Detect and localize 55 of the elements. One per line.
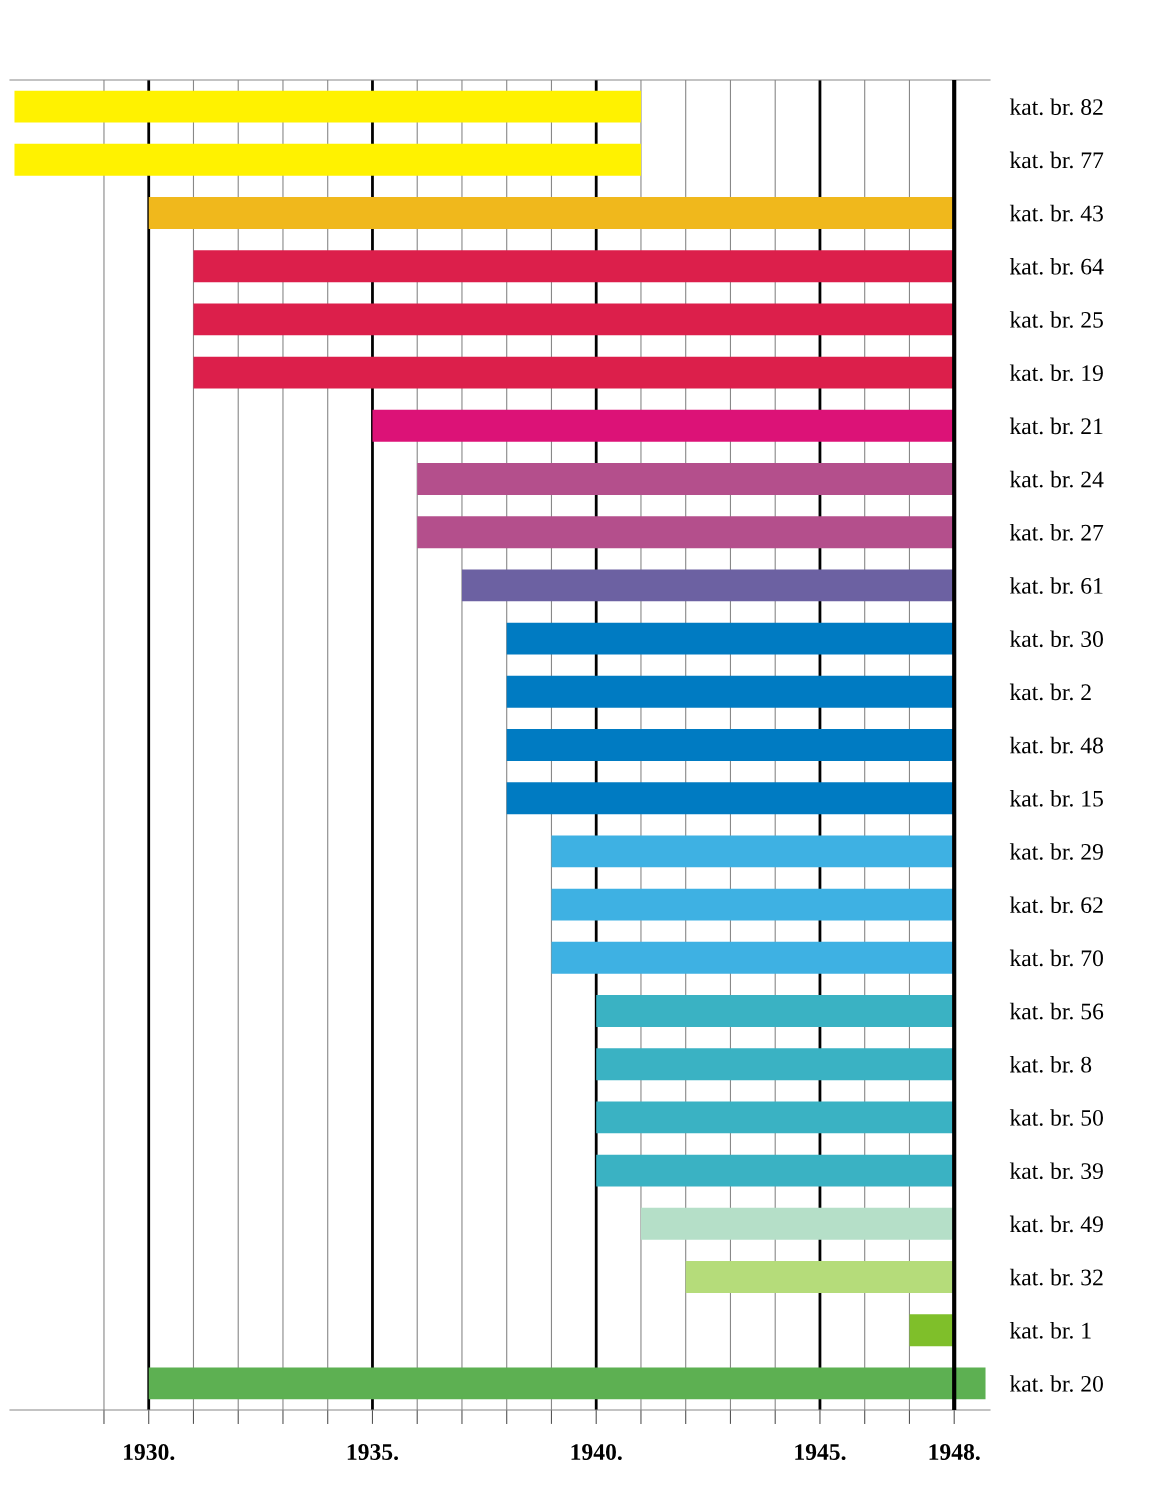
y-tick-label: kat. br. 29 bbox=[1009, 843, 1103, 860]
y-tick-label: kat. br. 8 bbox=[1009, 1056, 1092, 1073]
bar bbox=[417, 516, 955, 549]
y-tick-label: kat. br. 50 bbox=[1009, 1109, 1103, 1126]
bar bbox=[193, 303, 955, 336]
y-tick-label: kat. br. 19 bbox=[1009, 364, 1103, 382]
bar bbox=[506, 622, 955, 655]
bar bbox=[193, 356, 955, 389]
y-tick-label: kat. br. 1 bbox=[1009, 1322, 1091, 1339]
y-tick-label: kat. br. 61 bbox=[1009, 577, 1103, 594]
bar bbox=[506, 675, 955, 708]
x-tick-label: 1945. bbox=[795, 1444, 846, 1461]
bar bbox=[551, 888, 955, 921]
y-tick-label: kat. br. 25 bbox=[1009, 311, 1103, 328]
y-tick-label: kat. br. 27 bbox=[1009, 524, 1104, 541]
y-tick-label: kat. br. 77 bbox=[1009, 151, 1104, 169]
y-tick-label: kat. br. 56 bbox=[1009, 1002, 1104, 1020]
bar bbox=[506, 782, 955, 815]
bar bbox=[640, 1207, 955, 1240]
bar bbox=[596, 1048, 955, 1081]
y-tick-label: kat. br. 15 bbox=[1009, 790, 1103, 807]
bar bbox=[909, 1314, 955, 1347]
y-tick-label: kat. br. 24 bbox=[1009, 470, 1104, 488]
bar bbox=[551, 941, 955, 974]
x-tick-label: 1948. bbox=[929, 1444, 980, 1461]
bar bbox=[148, 1367, 986, 1400]
x-tick-label: 1935. bbox=[347, 1444, 398, 1461]
y-tick-label: kat. br. 43 bbox=[1009, 204, 1103, 222]
y-tick-label: kat. br. 48 bbox=[1009, 736, 1103, 754]
x-tick-label: 1940. bbox=[571, 1444, 622, 1461]
bar bbox=[417, 463, 955, 495]
bar bbox=[506, 729, 955, 761]
bar bbox=[461, 569, 955, 602]
bar bbox=[596, 995, 955, 1027]
bar bbox=[14, 143, 641, 176]
bar bbox=[685, 1261, 955, 1293]
bar bbox=[193, 250, 955, 283]
bar bbox=[14, 90, 641, 123]
bar bbox=[372, 409, 955, 442]
y-tick-label: kat. br. 49 bbox=[1009, 1215, 1103, 1233]
y-tick-label: kat. br. 20 bbox=[1009, 1375, 1103, 1392]
y-tick-label: kat. br. 62 bbox=[1009, 896, 1103, 914]
y-tick-label: kat. br. 2 bbox=[1009, 683, 1091, 701]
bar bbox=[596, 1154, 955, 1187]
bar bbox=[551, 835, 955, 868]
bar bbox=[148, 197, 955, 229]
y-tick-label: kat. br. 21 bbox=[1009, 417, 1103, 435]
y-tick-label: kat. br. 64 bbox=[1009, 258, 1104, 275]
bar bbox=[596, 1101, 955, 1134]
y-tick-label: kat. br. 82 bbox=[1009, 98, 1103, 116]
y-tick-label: kat. br. 70 bbox=[1009, 949, 1103, 967]
y-tick-label: kat. br. 30 bbox=[1009, 630, 1103, 648]
y-tick-label: kat. br. 39 bbox=[1009, 1162, 1103, 1180]
y-tick-label: kat. br. 32 bbox=[1009, 1268, 1103, 1286]
x-tick-label: 1930. bbox=[124, 1444, 175, 1461]
